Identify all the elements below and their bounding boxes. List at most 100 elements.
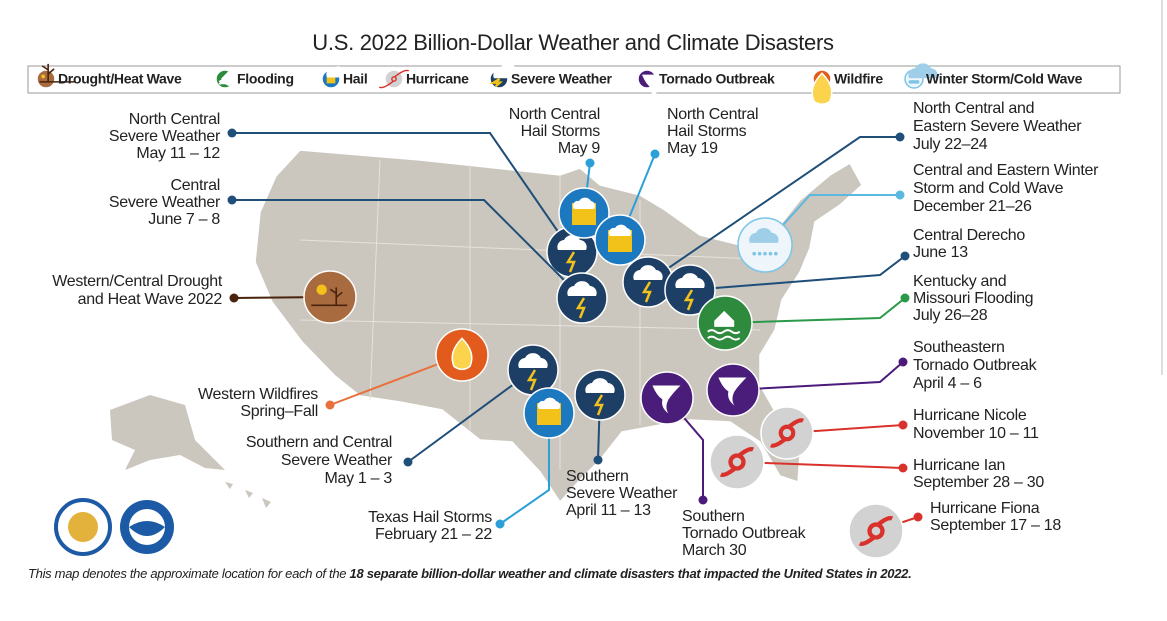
cloud [633,265,663,280]
arms [769,418,805,448]
event-label: Hurricane Ian [913,457,1005,474]
connector-dot [895,190,905,200]
event-label: May 11 – 12 [136,145,220,162]
icon-bg [303,270,357,324]
legend-box [27,65,1121,94]
event-label: Central Derecho [913,227,1025,244]
connector-dot [898,420,908,430]
event-label: Hail Storms [521,123,601,140]
bolt [575,297,586,319]
event-label: November 10 – 11 [913,425,1039,442]
bolt [683,289,694,311]
event-label: May 19 [667,140,718,157]
connector [647,136,900,283]
arms [858,515,894,547]
event-label: Tornado Outbreak [913,357,1038,374]
funnel [641,74,670,103]
event-label: May 1 – 3 [324,470,392,487]
event-label: Severe Weather [566,485,678,502]
event-label: Hurricane Nicole [913,407,1027,424]
event-label: North Central [129,111,220,128]
arms [719,446,755,478]
cracks [39,63,76,83]
house [714,310,735,327]
eye [391,76,397,82]
connector-dot [913,512,923,522]
event-label: June 13 [913,244,968,261]
icon-bg [556,272,608,324]
icon-bg [36,69,56,89]
connector-dot [698,495,708,505]
connector-dot [227,128,237,138]
cloud [557,235,587,250]
snow [774,251,778,256]
connector-dot [593,455,603,465]
event-label: North Central [509,106,600,123]
bolt [526,369,537,391]
event-label: Eastern Severe Weather [913,118,1082,135]
event-label: Hurricane Fiona [930,500,1040,517]
sun [316,284,327,295]
connector-dot [895,132,905,142]
event-label: Tornado Outbreak [682,525,807,542]
event-label: Storm and Cold Wave [913,180,1064,197]
icon-bg [737,217,793,273]
cloud [749,227,779,243]
event-label: June 7 – 8 [148,211,220,228]
legend-label: Flooding [237,71,294,87]
icon-bg [760,406,814,460]
legend-item: Wildfire [811,69,884,105]
cloud [537,397,561,409]
funnel [652,385,681,414]
event-label: North Central [667,106,758,123]
cloud [908,63,938,79]
hail-box [326,75,336,84]
legend-label: Drought/Heat Wave [58,71,182,87]
legend-label: Hail [343,71,367,87]
cloud [567,281,597,296]
event-label: Central [171,177,220,194]
event-label: Southern [566,468,629,485]
flame [811,72,833,105]
arms [378,69,410,89]
snow [763,251,767,256]
agency-logos [54,498,174,556]
event-label: April 11 – 13 [566,502,651,519]
event-label: May 9 [558,140,600,157]
legend-label: Tornado Outbreak [659,71,775,87]
eye [778,424,796,442]
cloud [608,224,632,236]
footnote: This map denotes the approximate locatio… [28,566,911,581]
event-label: February 21 – 22 [375,526,492,543]
eye [728,453,746,471]
snow [768,251,773,256]
event-label: Severe Weather [281,452,393,469]
connector-dot [325,400,335,410]
flame [451,337,473,371]
legend-item: Tornado Outbreak [637,69,775,103]
bolt [489,77,503,88]
cloud [518,353,548,368]
snow [757,251,762,256]
event-label: Kentucky and [913,273,1006,290]
snow [915,80,920,84]
snow [752,251,756,256]
event-label: Southern and Central [246,434,392,451]
connector-dot [650,149,660,159]
event-label: Southern [682,508,745,525]
sun [41,74,45,79]
cloud [585,378,615,393]
event-label: Severe Weather [109,194,221,211]
